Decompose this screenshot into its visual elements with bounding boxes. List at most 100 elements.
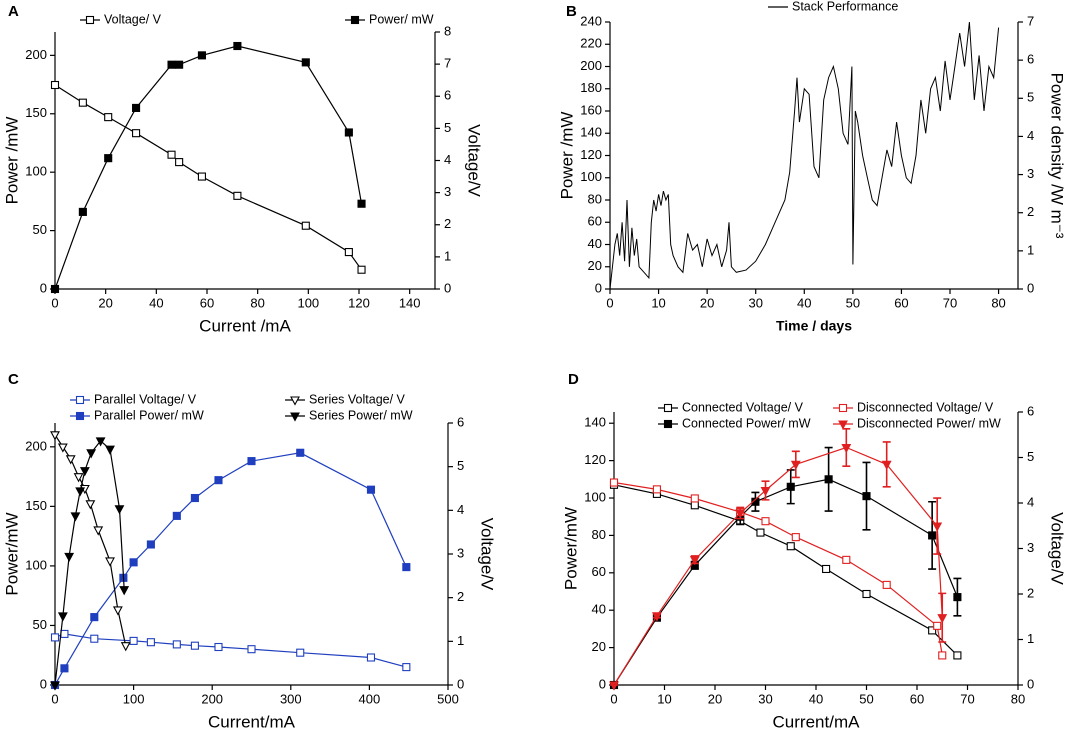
data-point [791, 533, 800, 542]
panel-label: B [566, 3, 577, 20]
legend-marker [663, 419, 673, 429]
x-tick-label: 60 [200, 295, 214, 310]
y2-tick-label: 4 [457, 502, 464, 517]
data-point [78, 98, 87, 107]
x-tick-label: 400 [359, 691, 381, 706]
legend-marker [290, 396, 300, 406]
x-tick-label: 80 [1011, 691, 1025, 706]
x-tick-label: 70 [943, 295, 957, 310]
legend-label: Parallel Voltage/ V [94, 392, 197, 406]
data-point [760, 486, 771, 497]
data-point [114, 505, 125, 515]
data-point [93, 526, 104, 536]
data-point [301, 221, 310, 230]
y2-axis-label: Voltage/V [465, 124, 484, 197]
data-point [786, 542, 795, 551]
x-tick-label: 80 [250, 295, 264, 310]
x-tick-label: 10 [657, 691, 671, 706]
data-point [247, 645, 256, 654]
y-tick-label: 40 [592, 602, 606, 617]
series-line [613, 484, 958, 656]
y-tick-label: 200 [25, 47, 47, 62]
data-point [786, 482, 795, 491]
data-point [132, 129, 141, 138]
panel-label: D [568, 371, 579, 388]
x-tick-label: 0 [606, 295, 613, 310]
x-tick-label: 500 [437, 691, 459, 706]
y-tick-label: 100 [584, 489, 606, 504]
data-point [146, 540, 155, 549]
data-point [60, 664, 69, 673]
data-point [928, 531, 937, 540]
series-line [613, 478, 958, 686]
x-tick-label: 200 [201, 691, 223, 706]
data-point [60, 629, 69, 638]
data-point [197, 51, 206, 60]
data-point [172, 511, 181, 520]
data-point [790, 460, 801, 471]
data-point [756, 528, 765, 537]
data-point [689, 556, 700, 566]
y-tick-label: 240 [580, 13, 602, 28]
data-point [937, 614, 948, 624]
y2-tick-label: 1 [457, 633, 464, 648]
y2-tick-label: 2 [444, 216, 451, 231]
legend-label: Connected Power/ mW [682, 416, 811, 430]
legend-marker [350, 15, 360, 25]
series-line [54, 434, 127, 646]
data-point [90, 634, 99, 643]
y-tick-label: 120 [584, 452, 606, 467]
data-point [609, 478, 619, 487]
y2-tick-label: 5 [1027, 90, 1034, 105]
series-line [54, 633, 407, 668]
y-tick-label: 200 [580, 58, 602, 73]
y-tick-label: 0 [40, 676, 47, 691]
y2-tick-label: 2 [457, 589, 464, 604]
y2-tick-label: 2 [1027, 204, 1034, 219]
y2-tick-label: 0 [1027, 676, 1034, 691]
y-tick-label: 0 [40, 280, 47, 295]
panel-label: A [8, 3, 19, 20]
data-point [842, 555, 851, 564]
data-point [57, 612, 68, 622]
x-tick-label: 50 [859, 691, 873, 706]
y-tick-label: 60 [588, 214, 602, 229]
data-point [301, 58, 310, 67]
y-tick-label: 140 [584, 415, 606, 430]
data-point [104, 154, 113, 163]
data-point [50, 80, 60, 90]
y-tick-label: 180 [580, 80, 602, 95]
data-point [132, 103, 141, 112]
data-point [862, 589, 871, 599]
y-tick-label: 20 [588, 258, 602, 273]
y-tick-label: 100 [25, 164, 47, 179]
series-line [613, 481, 943, 656]
data-point [95, 437, 106, 447]
data-point [761, 517, 770, 526]
series-line [54, 45, 363, 290]
legend-label: Disconnected Voltage/ V [857, 400, 994, 414]
y-tick-label: 50 [33, 222, 47, 237]
y2-tick-label: 3 [1027, 540, 1034, 555]
x-tick-label: 50 [846, 295, 860, 310]
data-point [841, 443, 852, 454]
axis-lines [613, 412, 1019, 686]
data-point [65, 455, 76, 465]
x-tick-label: 20 [98, 295, 112, 310]
y-tick-label: 100 [580, 169, 602, 184]
series-line [54, 440, 125, 686]
y-tick-label: 160 [580, 102, 602, 117]
y-tick-label: 120 [580, 147, 602, 162]
legend-marker [85, 15, 95, 25]
data-point [296, 448, 305, 457]
y-axis-label: Power /mW [2, 117, 21, 205]
data-point [933, 621, 942, 630]
data-point [824, 475, 833, 484]
data-point [64, 552, 75, 563]
legend-label: Series Power/ mW [309, 408, 413, 422]
y2-tick-label: 6 [444, 88, 451, 103]
x-axis-label: Current/mA [773, 712, 861, 731]
data-point [75, 487, 86, 497]
data-point [129, 636, 138, 645]
y2-axis-label: Voltage/V [478, 518, 497, 591]
